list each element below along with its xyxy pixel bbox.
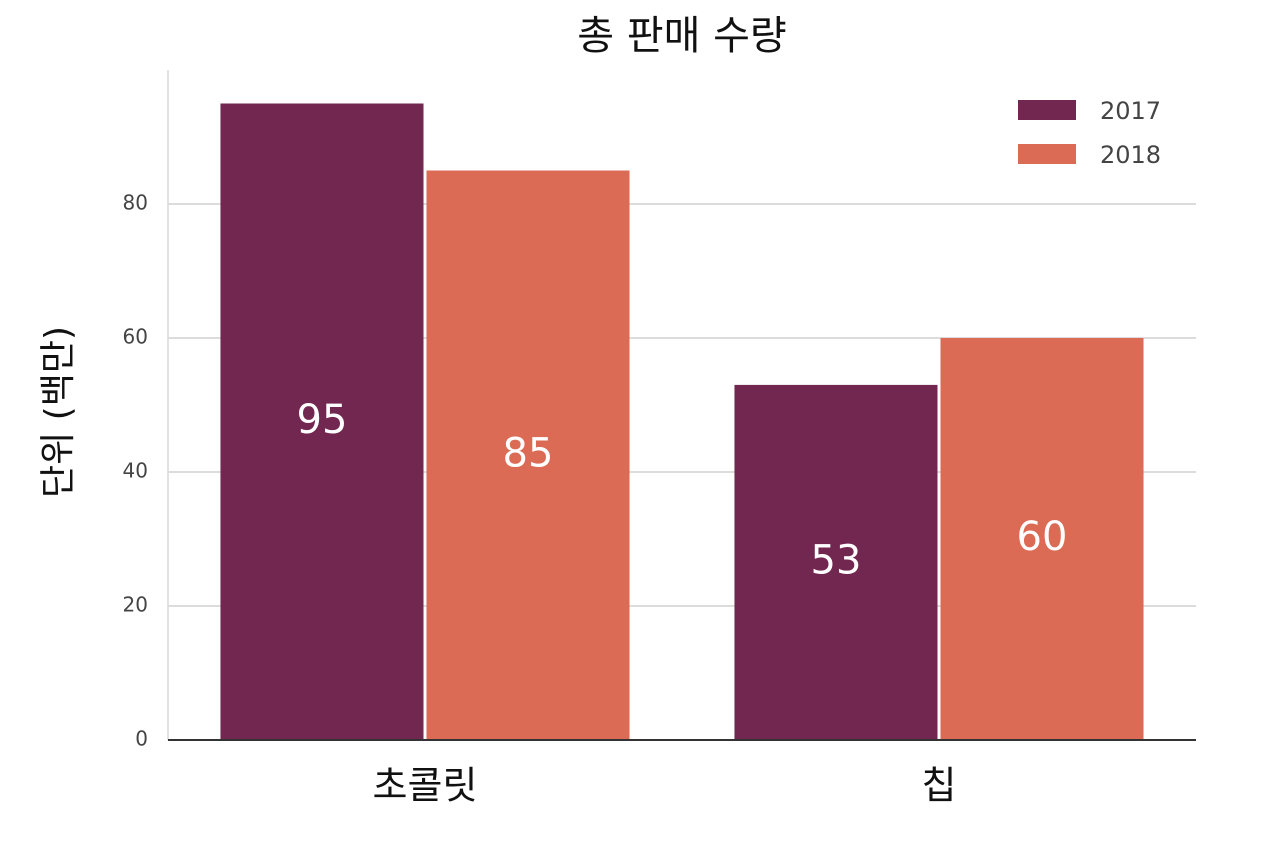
chart-title: 총 판매 수량 [577,13,786,59]
bar [426,170,630,740]
legend-label: 2017 [1100,97,1161,125]
y-tick-label: 20 [123,593,148,617]
legend-swatch [1018,100,1076,120]
bar [220,103,424,740]
y-axis-label: 단위 (백만) [38,326,79,498]
bar [940,338,1144,740]
y-tick-label: 0 [135,727,148,751]
x-tick-label: 초콜릿 [373,764,478,808]
x-tick-label: 칩 [922,764,957,808]
y-tick-label: 80 [123,191,148,215]
legend-label: 2018 [1100,141,1161,169]
legend-swatch [1018,144,1076,164]
value-label: 60 [1017,514,1068,560]
value-label: 53 [811,537,862,583]
value-label: 95 [297,397,348,443]
value-label: 85 [503,430,554,476]
y-tick-label: 40 [123,459,148,483]
bar [734,384,938,740]
y-tick-label: 60 [123,325,148,349]
